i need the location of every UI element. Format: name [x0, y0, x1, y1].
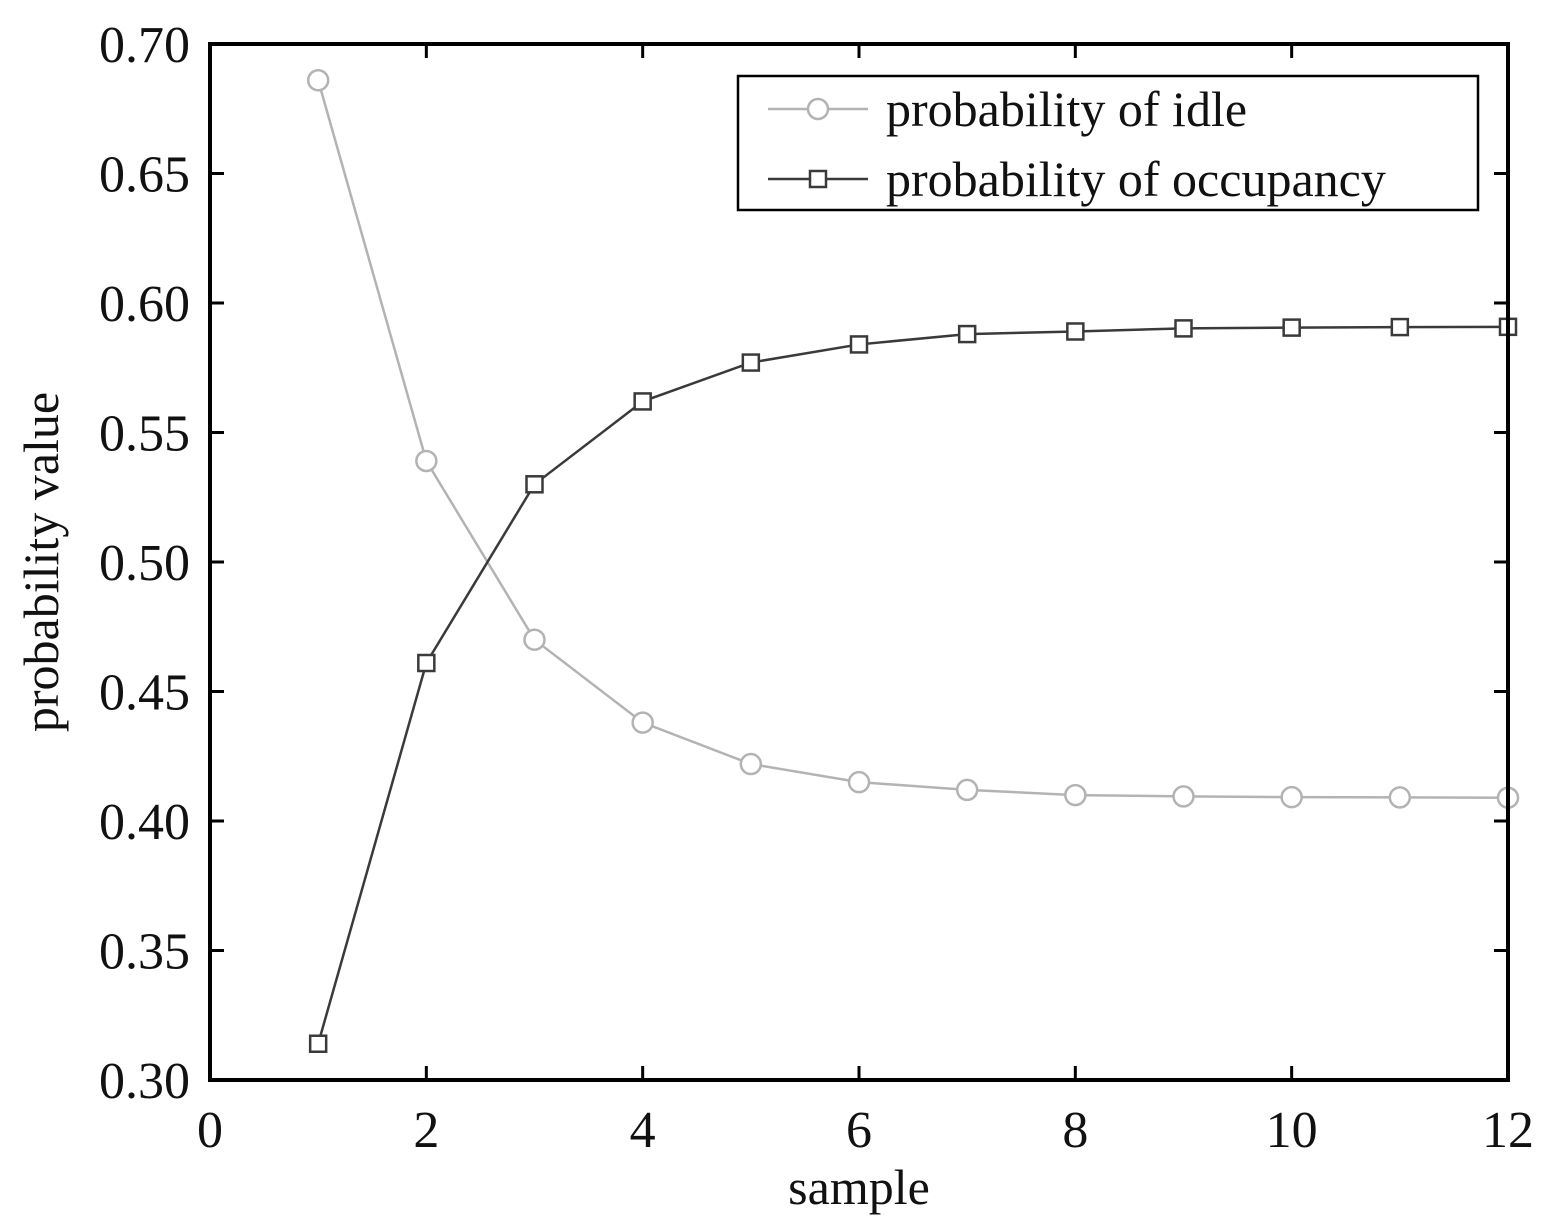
y-axis-label: probability value [13, 392, 69, 732]
x-axis-label: sample [788, 1159, 930, 1215]
circle-marker [415, 449, 438, 473]
plot-series [306, 69, 1520, 1053]
legend-box [736, 74, 1480, 212]
circle-marker [847, 770, 871, 794]
series-line [316, 325, 1509, 1045]
square-marker [741, 353, 761, 372]
x-tick-label: 8 [1062, 1102, 1088, 1159]
x-tick-label: 6 [846, 1102, 872, 1159]
x-tick-label: 0 [197, 1102, 223, 1159]
square-marker [957, 324, 977, 344]
legend-circle-marker [806, 97, 830, 121]
y-tick-label: 0.35 [99, 924, 190, 981]
y-tick-label: 0.60 [99, 276, 190, 333]
square-marker [525, 475, 544, 494]
y-tick-label: 0.45 [99, 665, 190, 722]
tick-labels: 0 2 4 6 8 10 12 0.30 0.35 0.40 0.45 0.50 0.55 0.60 0.6… [99, 17, 1534, 1159]
circle-marker [1280, 785, 1303, 809]
legend-item: probability of occupancy [768, 151, 1386, 207]
square-marker [633, 392, 652, 411]
x-tick-label: 2 [413, 1102, 439, 1159]
circle-marker [739, 752, 763, 776]
y-tick-label: 0.30 [99, 1053, 190, 1110]
square-marker [1066, 322, 1085, 341]
y-tick-label: 0.40 [99, 794, 190, 851]
y-tick-label: 0.65 [99, 147, 190, 204]
circle-marker [523, 628, 546, 651]
y-tick-label: 0.55 [99, 406, 190, 463]
plot-frame [208, 42, 1510, 1082]
circle-marker [631, 711, 654, 734]
x-tick-label: 12 [1482, 1102, 1534, 1159]
circle-marker [1388, 786, 1412, 809]
circle-marker [955, 778, 979, 802]
legend-label: probability of idle [886, 81, 1247, 137]
square-marker [849, 335, 869, 354]
circle-marker [306, 69, 330, 92]
y-tick-label: 0.70 [99, 17, 190, 74]
y-tick-label: 0.50 [99, 535, 190, 592]
series-idle [306, 69, 1520, 809]
x-tick-label: 4 [630, 1102, 656, 1159]
legend-item: probability of idle [768, 81, 1247, 137]
series-occupancy [308, 317, 1518, 1053]
circle-marker [1064, 783, 1087, 807]
series-line [316, 79, 1509, 799]
circle-marker [1172, 785, 1195, 808]
square-marker [1390, 317, 1410, 337]
x-tick-label: 10 [1266, 1102, 1318, 1159]
legend: probability of idle probability of occupa… [736, 74, 1480, 212]
legend-square-marker [808, 169, 828, 189]
square-marker [417, 653, 436, 673]
legend-label: probability of occupancy [886, 151, 1386, 207]
square-marker [1282, 318, 1301, 337]
square-marker [308, 1034, 328, 1053]
square-marker [1174, 319, 1193, 338]
